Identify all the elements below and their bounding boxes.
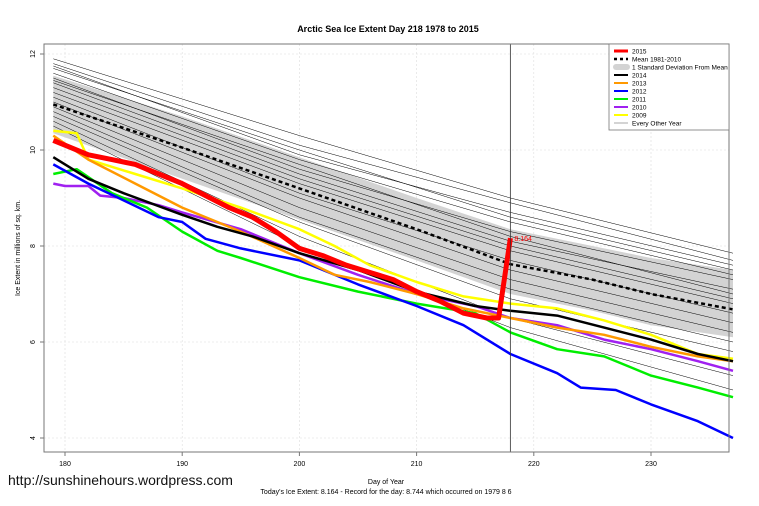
legend-box (608, 43, 730, 131)
x-tick-label: 230 (645, 461, 657, 468)
legend-label-2010: 2010 (632, 105, 647, 112)
current-value-label: 8.164 (514, 236, 532, 243)
legend-label-2012: 2012 (632, 89, 647, 96)
series-line-other-year (53, 92, 734, 304)
x-tick-label: 180 (59, 461, 71, 468)
series-line-2009 (53, 129, 734, 361)
x-tick-label: 220 (528, 461, 540, 468)
y-tick-label: 8 (30, 244, 37, 248)
legend-label-2015: 2015 (632, 49, 647, 56)
series-line-other-year (53, 87, 734, 300)
series-line-2010 (53, 182, 734, 373)
series-line-2015 (52, 138, 513, 321)
legend-label-2011: 2011 (632, 97, 646, 104)
y-axis-label: Ice Extent in millions of sq. km. (15, 200, 22, 296)
subtitle: Today's Ice Extent: 8.164 - Record for t… (260, 489, 511, 496)
series-line-2012 (52, 163, 734, 440)
legend-label-1-standard-deviation-from-mean: 1 Standard Deviation From Mean (632, 65, 728, 72)
x-axis-label: Day of Year (368, 479, 405, 486)
series-line-other-year (53, 106, 734, 333)
legend-label-every-other-year: Every Other Year (632, 121, 682, 128)
series-line-other-year (53, 80, 734, 295)
series-line-other-year (53, 111, 734, 343)
legend-label-2009: 2009 (632, 113, 647, 120)
series-line-2013 (52, 134, 734, 363)
watermark-url: http://sunshinehours.wordpress.com (8, 472, 233, 488)
legend-label-mean-1981-2010: Mean 1981-2010 (632, 57, 682, 64)
plot-frame (43, 43, 730, 453)
series-line-other-year (53, 65, 734, 266)
legend-label-2013: 2013 (632, 81, 647, 88)
y-tick-label: 6 (30, 340, 37, 344)
x-tick-label: 210 (411, 461, 423, 468)
legend-swatch-1-standard-deviation-from-mean (613, 64, 630, 70)
legend-label-2014: 2014 (632, 73, 647, 80)
series-line-other-year (53, 101, 734, 324)
series-line-other-year (53, 63, 734, 261)
x-tick-label: 190 (176, 461, 188, 468)
y-tick-label: 10 (30, 146, 37, 154)
y-tick-label: 4 (30, 436, 37, 440)
y-tick-label: 12 (30, 50, 37, 58)
series-line-mean (52, 103, 734, 311)
x-tick-label: 200 (294, 461, 306, 468)
series-line-2014 (52, 156, 734, 363)
series-line-other-year (53, 72, 734, 276)
series-line-2011 (53, 167, 734, 399)
chart-title: Arctic Sea Ice Extent Day 218 1978 to 20… (297, 24, 479, 34)
series-line-other-year (53, 58, 734, 254)
